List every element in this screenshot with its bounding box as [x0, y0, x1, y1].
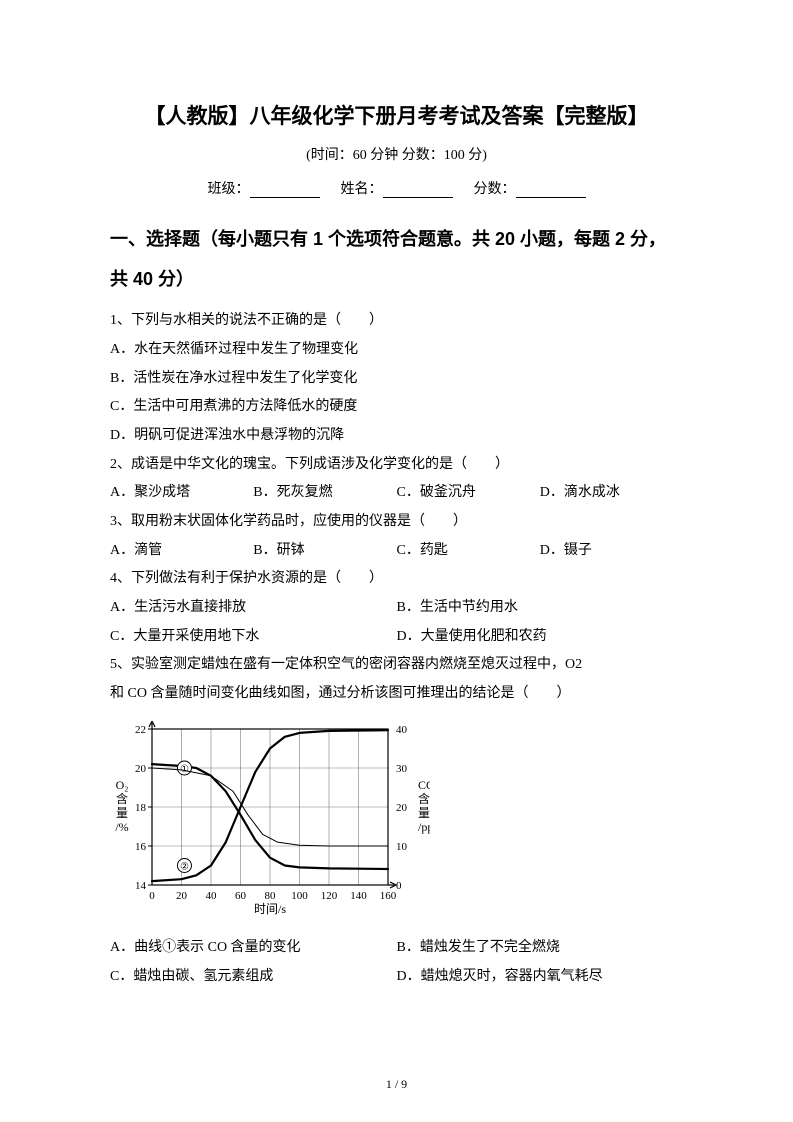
- q5-opt-c: C．蜡烛由碳、氢元素组成: [110, 963, 397, 992]
- class-label: 班级：: [208, 182, 250, 197]
- svg-text:140: 140: [350, 890, 367, 902]
- svg-text:0: 0: [396, 880, 402, 892]
- name-blank[interactable]: [383, 184, 453, 198]
- svg-text:40: 40: [396, 724, 408, 736]
- q5-opt-d: D．蜡烛熄灭时，容器内氧气耗尽: [397, 963, 684, 992]
- q4-opt-c: C．大量开采使用地下水: [110, 623, 397, 652]
- q4-opt-b: B．生活中节约用水: [397, 594, 684, 623]
- svg-text:14: 14: [135, 880, 147, 892]
- svg-text:量: 量: [418, 806, 430, 820]
- q3-opts: A．滴管 B．研钵 C．药匙 D．镊子: [110, 537, 683, 566]
- svg-text:20: 20: [135, 763, 147, 775]
- q4-opts-row2: C．大量开采使用地下水 D．大量使用化肥和农药: [110, 623, 683, 652]
- svg-text:20: 20: [176, 890, 188, 902]
- svg-text:40: 40: [206, 890, 218, 902]
- score-blank[interactable]: [516, 184, 586, 198]
- svg-text:/%: /%: [115, 820, 128, 834]
- q3-stem: 3、取用粉末状固体化学药品时，应使用的仪器是（ ）: [110, 508, 683, 537]
- q2-opt-d: D．滴水成冰: [540, 479, 683, 508]
- q1-opt-c: C．生活中可用煮沸的方法降低水的硬度: [110, 393, 683, 422]
- q5-chart: 020406080100120140160时间/s1416182022O₂含量/…: [110, 721, 683, 926]
- q5-stem-1: 5、实验室测定蜡烛在盛有一定体积空气的密闭容器内燃烧至熄灭过程中，O2: [110, 651, 683, 680]
- q2-opt-b: B．死灰复燃: [253, 479, 396, 508]
- q3-opt-c: C．药匙: [397, 537, 540, 566]
- chart-svg: 020406080100120140160时间/s1416182022O₂含量/…: [110, 721, 430, 921]
- q5-opt-a: A．曲线①表示 CO 含量的变化: [110, 934, 397, 963]
- q3-opt-a: A．滴管: [110, 537, 253, 566]
- page-number: 1 / 9: [0, 1077, 793, 1092]
- svg-text:160: 160: [380, 890, 397, 902]
- q3-opt-b: B．研钵: [253, 537, 396, 566]
- name-label: 姓名：: [341, 182, 383, 197]
- q1-opt-b: B．活性炭在净水过程中发生了化学变化: [110, 365, 683, 394]
- svg-text:O₂: O₂: [116, 778, 129, 792]
- q4-opts-row1: A．生活污水直接排放 B．生活中节约用水: [110, 594, 683, 623]
- svg-text:20: 20: [396, 802, 408, 814]
- q4-opt-a: A．生活污水直接排放: [110, 594, 397, 623]
- svg-text:30: 30: [396, 763, 408, 775]
- q2-stem: 2、成语是中华文化的瑰宝。下列成语涉及化学变化的是（ ）: [110, 451, 683, 480]
- q5-opts-row1: A．曲线①表示 CO 含量的变化 B．蜡烛发生了不完全燃烧: [110, 934, 683, 963]
- q3-opt-d: D．镊子: [540, 537, 683, 566]
- svg-text:含: 含: [116, 791, 128, 806]
- svg-text:0: 0: [149, 890, 155, 902]
- svg-text:18: 18: [135, 802, 147, 814]
- q4-opt-d: D．大量使用化肥和农药: [397, 623, 684, 652]
- svg-text:120: 120: [321, 890, 338, 902]
- svg-text:100: 100: [291, 890, 308, 902]
- fill-line: 班级： 姓名： 分数：: [110, 178, 683, 198]
- q2-opts: A．聚沙成塔 B．死灰复燃 C．破釜沉舟 D．滴水成冰: [110, 479, 683, 508]
- svg-text:80: 80: [265, 890, 277, 902]
- page-title: 【人教版】八年级化学下册月考考试及答案【完整版】: [110, 100, 683, 130]
- svg-text:量: 量: [116, 806, 128, 820]
- svg-text:②: ②: [180, 861, 189, 872]
- q4-stem: 4、下列做法有利于保护水资源的是（ ）: [110, 565, 683, 594]
- q2-opt-c: C．破釜沉舟: [397, 479, 540, 508]
- svg-text:/pp: /pp: [418, 820, 430, 834]
- svg-text:22: 22: [135, 724, 146, 736]
- section-heading: 一、选择题（每小题只有 1 个选项符合题意。共 20 小题，每题 2 分，共 4…: [110, 220, 683, 299]
- svg-text:16: 16: [135, 841, 147, 853]
- score-label: 分数：: [474, 182, 516, 197]
- class-blank[interactable]: [250, 184, 320, 198]
- svg-text:时间/s: 时间/s: [254, 902, 286, 916]
- svg-text:CO: CO: [418, 778, 430, 792]
- q1-opt-d: D．明矾可促进浑浊水中悬浮物的沉降: [110, 422, 683, 451]
- q5-opt-b: B．蜡烛发生了不完全燃烧: [397, 934, 684, 963]
- svg-text:10: 10: [396, 841, 408, 853]
- q5-stem-2: 和 CO 含量随时间变化曲线如图，通过分析该图可推理出的结论是（ ）: [110, 680, 683, 709]
- q2-opt-a: A．聚沙成塔: [110, 479, 253, 508]
- q5-opts-row2: C．蜡烛由碳、氢元素组成 D．蜡烛熄灭时，容器内氧气耗尽: [110, 963, 683, 992]
- q1-opt-a: A．水在天然循环过程中发生了物理变化: [110, 336, 683, 365]
- subtitle: (时间：60 分钟 分数：100 分): [110, 144, 683, 164]
- q1-stem: 1、下列与水相关的说法不正确的是（ ）: [110, 307, 683, 336]
- svg-text:含: 含: [418, 791, 430, 806]
- svg-text:60: 60: [235, 890, 247, 902]
